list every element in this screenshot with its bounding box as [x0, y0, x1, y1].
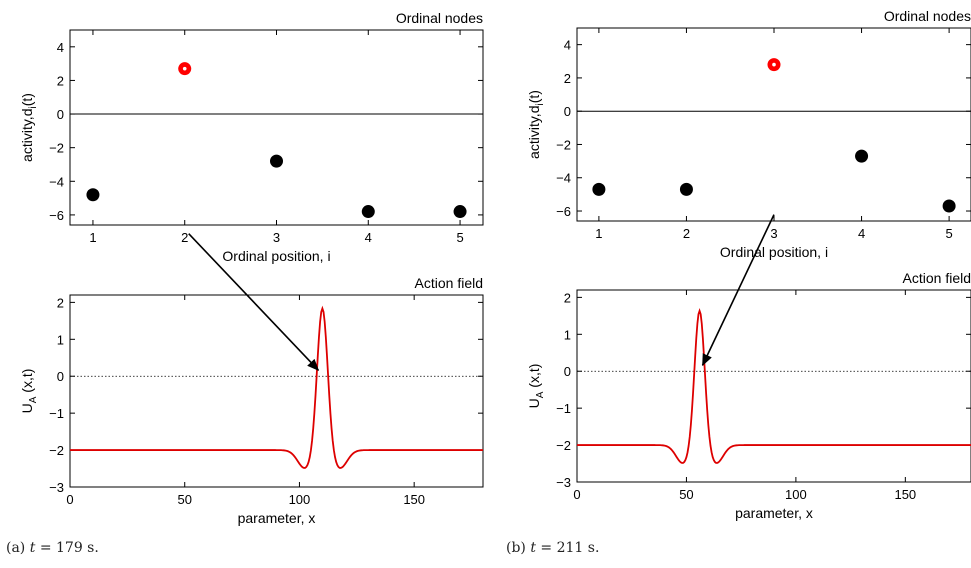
- caption-a-variable: t: [29, 540, 36, 556]
- y-tick-label: 2: [57, 295, 64, 310]
- y-tick-label: 1: [57, 332, 64, 347]
- node-marker: [361, 205, 375, 219]
- caption-b-variable: t: [530, 540, 536, 556]
- y-tick-label: 2: [564, 290, 571, 305]
- plot-frame: [576, 289, 971, 483]
- plot-frame: [69, 29, 484, 226]
- x-tick-label: 100: [289, 492, 311, 507]
- field-curve: [577, 307, 971, 464]
- x-tick-label: 2: [683, 226, 690, 241]
- chart-title: Ordinal nodes: [884, 8, 971, 24]
- chart-title: Action field: [903, 270, 971, 286]
- y-tick-label: −2: [556, 137, 571, 152]
- field-curve: [70, 305, 483, 469]
- node-marker: [679, 182, 693, 196]
- y-tick-label: 0: [564, 104, 571, 119]
- x-tick-label: 3: [273, 230, 280, 245]
- y-tick-label: −2: [556, 438, 571, 453]
- x-tick-label: 5: [945, 226, 952, 241]
- node-marker: [270, 154, 283, 168]
- y-tick-label: −4: [49, 174, 64, 189]
- y-tick-label: −1: [556, 401, 571, 416]
- caption-b-prefix: (b): [506, 540, 531, 556]
- active-node-center: [182, 66, 187, 71]
- y-tick-label: 0: [57, 369, 64, 384]
- y-tick-label: 2: [57, 73, 64, 88]
- chart-b-ordinal: 1 2 3 4 5 −6 −4 −2 0 2 4 Ordinal nodes Ordinal posit…: [526, 8, 971, 260]
- caption-b-rest: = 211 s.: [535, 540, 600, 556]
- y-tick-label: −6: [49, 208, 64, 223]
- y-tick-label: −3: [556, 475, 571, 490]
- x-axis-label: parameter, x: [735, 505, 813, 521]
- x-tick-label: 4: [365, 230, 372, 245]
- active-node-center: [772, 62, 776, 67]
- y-tick-label: 4: [564, 38, 571, 53]
- node-marker: [855, 149, 869, 163]
- y-axis-label: UA (x,t): [526, 364, 546, 409]
- caption-a: (a) t = 179 s.: [6, 540, 99, 556]
- chart-b-field: 0 50 100 150 −3 −2 −1 0 1 2 Action field parameter,…: [526, 270, 971, 521]
- selection-arrow: [701, 214, 775, 367]
- plot-frame: [69, 294, 484, 488]
- x-axis-label: Ordinal position, i: [222, 248, 330, 264]
- x-tick-label: 2: [181, 230, 188, 245]
- caption-a-prefix: (a): [6, 540, 30, 556]
- x-tick-label: 150: [894, 487, 916, 502]
- x-tick-label: 0: [573, 487, 580, 502]
- plot-frame: [576, 27, 971, 222]
- x-tick-label: 3: [770, 226, 777, 241]
- y-tick-label: 0: [57, 107, 64, 122]
- caption-a-rest: = 179 s.: [35, 540, 99, 556]
- y-tick-label: −6: [556, 204, 571, 219]
- y-tick-label: 4: [57, 40, 64, 55]
- y-tick-label: −4: [556, 171, 571, 186]
- y-tick-label: 0: [564, 364, 571, 379]
- x-tick-label: 1: [595, 226, 602, 241]
- chart-a-ordinal: 1 2 3 4 5 −6 −4 −2 0 2 4 Ordinal nodes Ordinal posit…: [19, 10, 484, 264]
- node-marker: [453, 205, 467, 219]
- x-tick-label: 1: [89, 230, 96, 245]
- chart-title: Action field: [415, 275, 483, 291]
- x-tick-label: 50: [679, 487, 693, 502]
- x-axis-label: parameter, x: [238, 510, 316, 526]
- node-marker: [942, 199, 956, 213]
- y-tick-label: 2: [564, 71, 571, 86]
- y-tick-label: −2: [49, 141, 64, 156]
- chart-a-field: 0 50 100 150 −3 −2 −1 0 1 2 Action field parameter,…: [19, 275, 484, 526]
- x-tick-label: 150: [403, 492, 425, 507]
- y-tick-label: −1: [49, 406, 64, 421]
- y-axis-label: activity,di(t): [19, 93, 39, 162]
- x-tick-label: 4: [858, 226, 865, 241]
- x-tick-label: 0: [66, 492, 73, 507]
- x-tick-label: 5: [456, 230, 463, 245]
- chart-title: Ordinal nodes: [396, 10, 483, 26]
- node-marker: [592, 182, 606, 196]
- y-tick-label: −2: [49, 443, 64, 458]
- x-tick-label: 50: [177, 492, 191, 507]
- y-tick-label: 1: [564, 327, 571, 342]
- y-tick-label: −3: [49, 480, 64, 495]
- caption-b: (b) t = 211 s.: [506, 540, 599, 556]
- x-axis-label: Ordinal position, i: [720, 244, 828, 260]
- x-tick-label: 100: [785, 487, 807, 502]
- y-axis-label: UA (x,t): [19, 369, 39, 414]
- y-axis-label: activity,di(t): [526, 90, 546, 159]
- selection-arrow: [188, 233, 320, 371]
- node-marker: [86, 188, 100, 202]
